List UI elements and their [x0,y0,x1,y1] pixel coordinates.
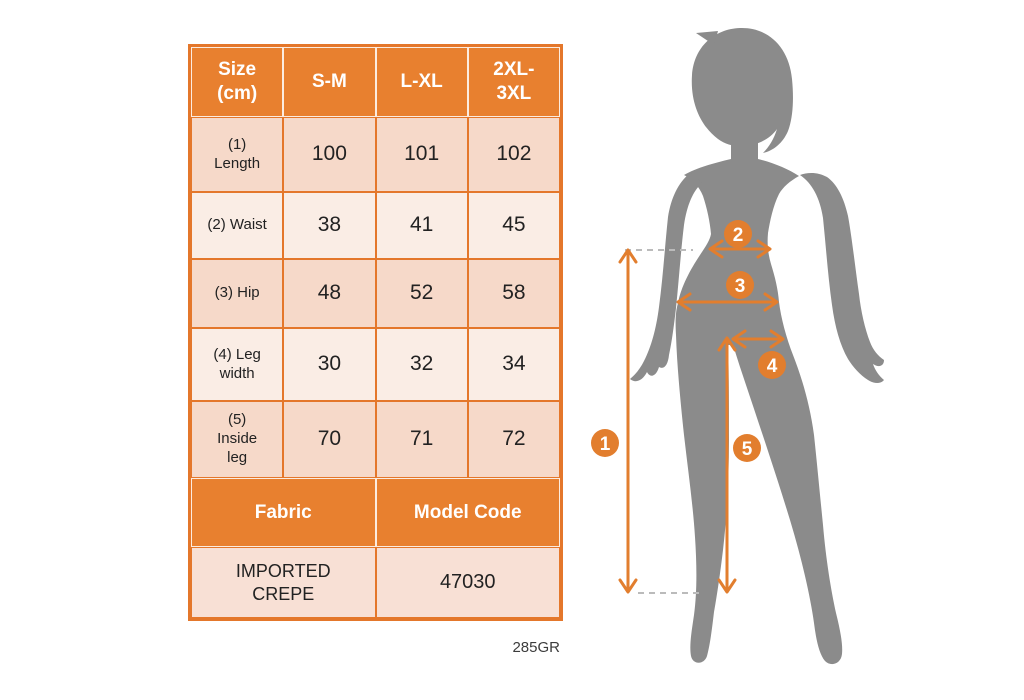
fabric-header: Fabric [191,478,376,547]
waist-s-m: 38 [283,192,376,259]
marker-2-badge: 2 [724,220,752,248]
leg-width-2xl-3xl: 34 [467,328,560,401]
col-header-l-xl: L-XL [375,47,468,117]
inside-leg-arrow [717,336,737,594]
row-label-leg-width: (4) Leg width [191,328,284,401]
waist-l-xl: 41 [375,192,468,259]
svg-text:3: 3 [735,276,746,297]
svg-text:4: 4 [767,356,778,377]
inside-leg-s-m: 70 [283,401,376,478]
length-arrow [618,248,638,594]
hip-l-xl: 52 [375,259,468,328]
row-label-hip: (3) Hip [191,259,284,328]
hip-s-m: 48 [283,259,376,328]
model-code-value: 47030 [375,547,560,618]
col-header-size: Size (cm) [191,47,284,117]
leg-width-arrow [731,329,785,349]
model-code-header: Model Code [375,478,560,547]
marker-1-badge: 1 [591,429,619,457]
svg-text:2: 2 [733,225,744,246]
table-row-length: (1) Length 100 101 102 [191,117,560,192]
length-s-m: 100 [283,117,376,192]
row-label-length: (1) Length [191,117,284,192]
waist-2xl-3xl: 45 [467,192,560,259]
table-row-hip: (3) Hip 48 52 58 [191,259,560,328]
row-label-inside-leg: (5) Inside leg [191,401,284,478]
table-row-waist: (2) Waist 38 41 45 [191,192,560,259]
table-row-inside-leg: (5) Inside leg 70 71 72 [191,401,560,478]
hip-arrow [676,292,779,312]
inside-leg-2xl-3xl: 72 [467,401,560,478]
leg-width-s-m: 30 [283,328,376,401]
leg-width-l-xl: 32 [375,328,468,401]
marker-4-badge: 4 [758,351,786,379]
marker-5-badge: 5 [733,434,761,462]
weight-note: 285GR [512,639,560,656]
table-row-leg-width: (4) Leg width 30 32 34 [191,328,560,401]
inside-leg-l-xl: 71 [375,401,468,478]
size-chart-table: Size (cm) S-M L-XL 2XL- 3XL (1) Length 1… [188,44,563,621]
fabric-value: IMPORTED CREPE [191,547,376,618]
marker-3-badge: 3 [726,271,754,299]
svg-text:1: 1 [600,434,611,455]
length-l-xl: 101 [375,117,468,192]
hip-2xl-3xl: 58 [467,259,560,328]
col-header-2xl-3xl: 2XL- 3XL [467,47,560,117]
length-2xl-3xl: 102 [467,117,560,192]
reference-dashes [625,249,702,594]
female-silhouette [630,27,884,665]
waist-arrow [708,239,772,259]
col-header-s-m: S-M [283,47,376,117]
measurement-diagram: 1 2 3 4 5 [591,27,884,665]
svg-text:5: 5 [742,439,753,460]
row-label-waist: (2) Waist [191,192,284,259]
